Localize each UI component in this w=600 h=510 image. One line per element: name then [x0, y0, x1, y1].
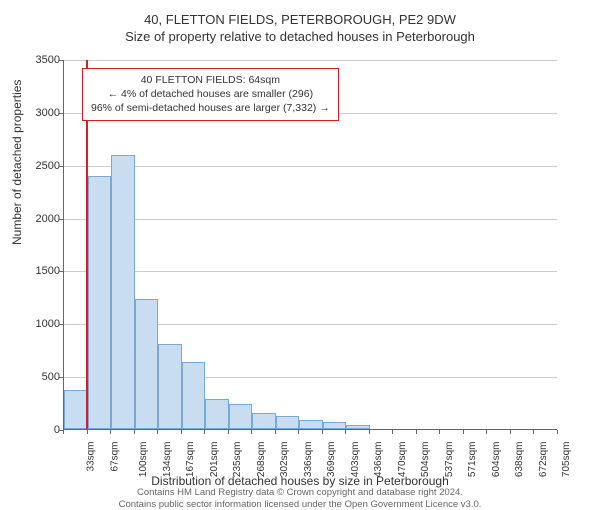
x-tick-mark [110, 430, 111, 434]
y-tick-label: 1500 [25, 265, 60, 277]
x-tick-mark [369, 430, 370, 434]
y-tick-label: 0 [25, 424, 60, 436]
bar [252, 413, 276, 429]
x-tick-label: 638sqm [515, 442, 526, 478]
chart-title-description: Size of property relative to detached ho… [0, 29, 600, 44]
x-tick-mark [134, 430, 135, 434]
y-tick-label: 500 [25, 371, 60, 383]
annotation-line1: 40 FLETTON FIELDS: 64sqm [91, 73, 330, 87]
x-tick-label: 604sqm [491, 442, 502, 478]
x-tick-label: 504sqm [420, 442, 431, 478]
x-tick-mark [557, 430, 558, 434]
bar [276, 416, 300, 429]
y-tick-label: 3500 [25, 54, 60, 66]
bar [158, 344, 182, 429]
x-tick-label: 369sqm [326, 442, 337, 478]
x-tick-mark [345, 430, 346, 434]
annotation-line2: ← 4% of detached houses are smaller (296… [91, 87, 330, 101]
x-tick-mark [251, 430, 252, 434]
x-tick-label: 705sqm [562, 442, 573, 478]
annotation-box: 40 FLETTON FIELDS: 64sqm ← 4% of detache… [82, 68, 339, 121]
grid-line [64, 60, 557, 61]
bar [229, 404, 253, 429]
x-tick-mark [157, 430, 158, 434]
x-tick-mark [87, 430, 88, 434]
x-axis-label: Distribution of detached houses by size … [0, 474, 600, 488]
x-tick-label: 100sqm [138, 442, 149, 478]
y-tick-label: 1000 [25, 318, 60, 330]
footer-line1: Contains HM Land Registry data © Crown c… [0, 487, 600, 498]
bar [346, 425, 370, 429]
y-tick-label: 3000 [25, 107, 60, 119]
x-tick-mark [463, 430, 464, 434]
x-tick-label: 672sqm [538, 442, 549, 478]
x-tick-mark [228, 430, 229, 434]
bar [323, 422, 347, 429]
chart-container: 40, FLETTON FIELDS, PETERBOROUGH, PE2 9D… [0, 10, 600, 510]
y-tick-label: 2000 [25, 213, 60, 225]
footer-line2: Contains public sector information licen… [0, 499, 600, 510]
x-tick-mark [322, 430, 323, 434]
grid-line [64, 166, 557, 167]
x-tick-label: 470sqm [397, 442, 408, 478]
x-tick-label: 67sqm [109, 442, 120, 472]
grid-line [64, 219, 557, 220]
x-tick-mark [63, 430, 64, 434]
x-tick-mark [181, 430, 182, 434]
x-tick-label: 336sqm [303, 442, 314, 478]
x-tick-mark [392, 430, 393, 434]
bar [299, 420, 323, 430]
x-tick-mark [275, 430, 276, 434]
y-tick-label: 2500 [25, 160, 60, 172]
bar [182, 362, 206, 429]
x-tick-label: 537sqm [444, 442, 455, 478]
x-tick-label: 235sqm [232, 442, 243, 478]
x-tick-mark [510, 430, 511, 434]
x-tick-mark [486, 430, 487, 434]
footer-attribution: Contains HM Land Registry data © Crown c… [0, 487, 600, 510]
x-tick-mark [533, 430, 534, 434]
annotation-line3: 96% of semi-detached houses are larger (… [91, 101, 330, 115]
x-tick-label: 33sqm [86, 442, 97, 472]
x-tick-label: 571sqm [467, 442, 478, 478]
x-tick-mark [439, 430, 440, 434]
x-tick-label: 167sqm [185, 442, 196, 478]
x-tick-label: 436sqm [373, 442, 384, 478]
bar [111, 155, 135, 429]
y-axis-label: Number of detached properties [10, 80, 24, 245]
grid-line [64, 271, 557, 272]
bar [88, 176, 112, 429]
x-tick-mark [298, 430, 299, 434]
x-tick-label: 201sqm [209, 442, 220, 478]
x-tick-label: 403sqm [350, 442, 361, 478]
x-tick-label: 302sqm [279, 442, 290, 478]
bar [64, 390, 88, 429]
plot-area: 40 FLETTON FIELDS: 64sqm ← 4% of detache… [63, 60, 557, 430]
x-tick-label: 268sqm [256, 442, 267, 478]
chart-title-address: 40, FLETTON FIELDS, PETERBOROUGH, PE2 9D… [0, 12, 600, 27]
bar [205, 399, 229, 429]
x-tick-mark [204, 430, 205, 434]
x-tick-mark [416, 430, 417, 434]
x-tick-label: 134sqm [162, 442, 173, 478]
bar [135, 299, 159, 429]
